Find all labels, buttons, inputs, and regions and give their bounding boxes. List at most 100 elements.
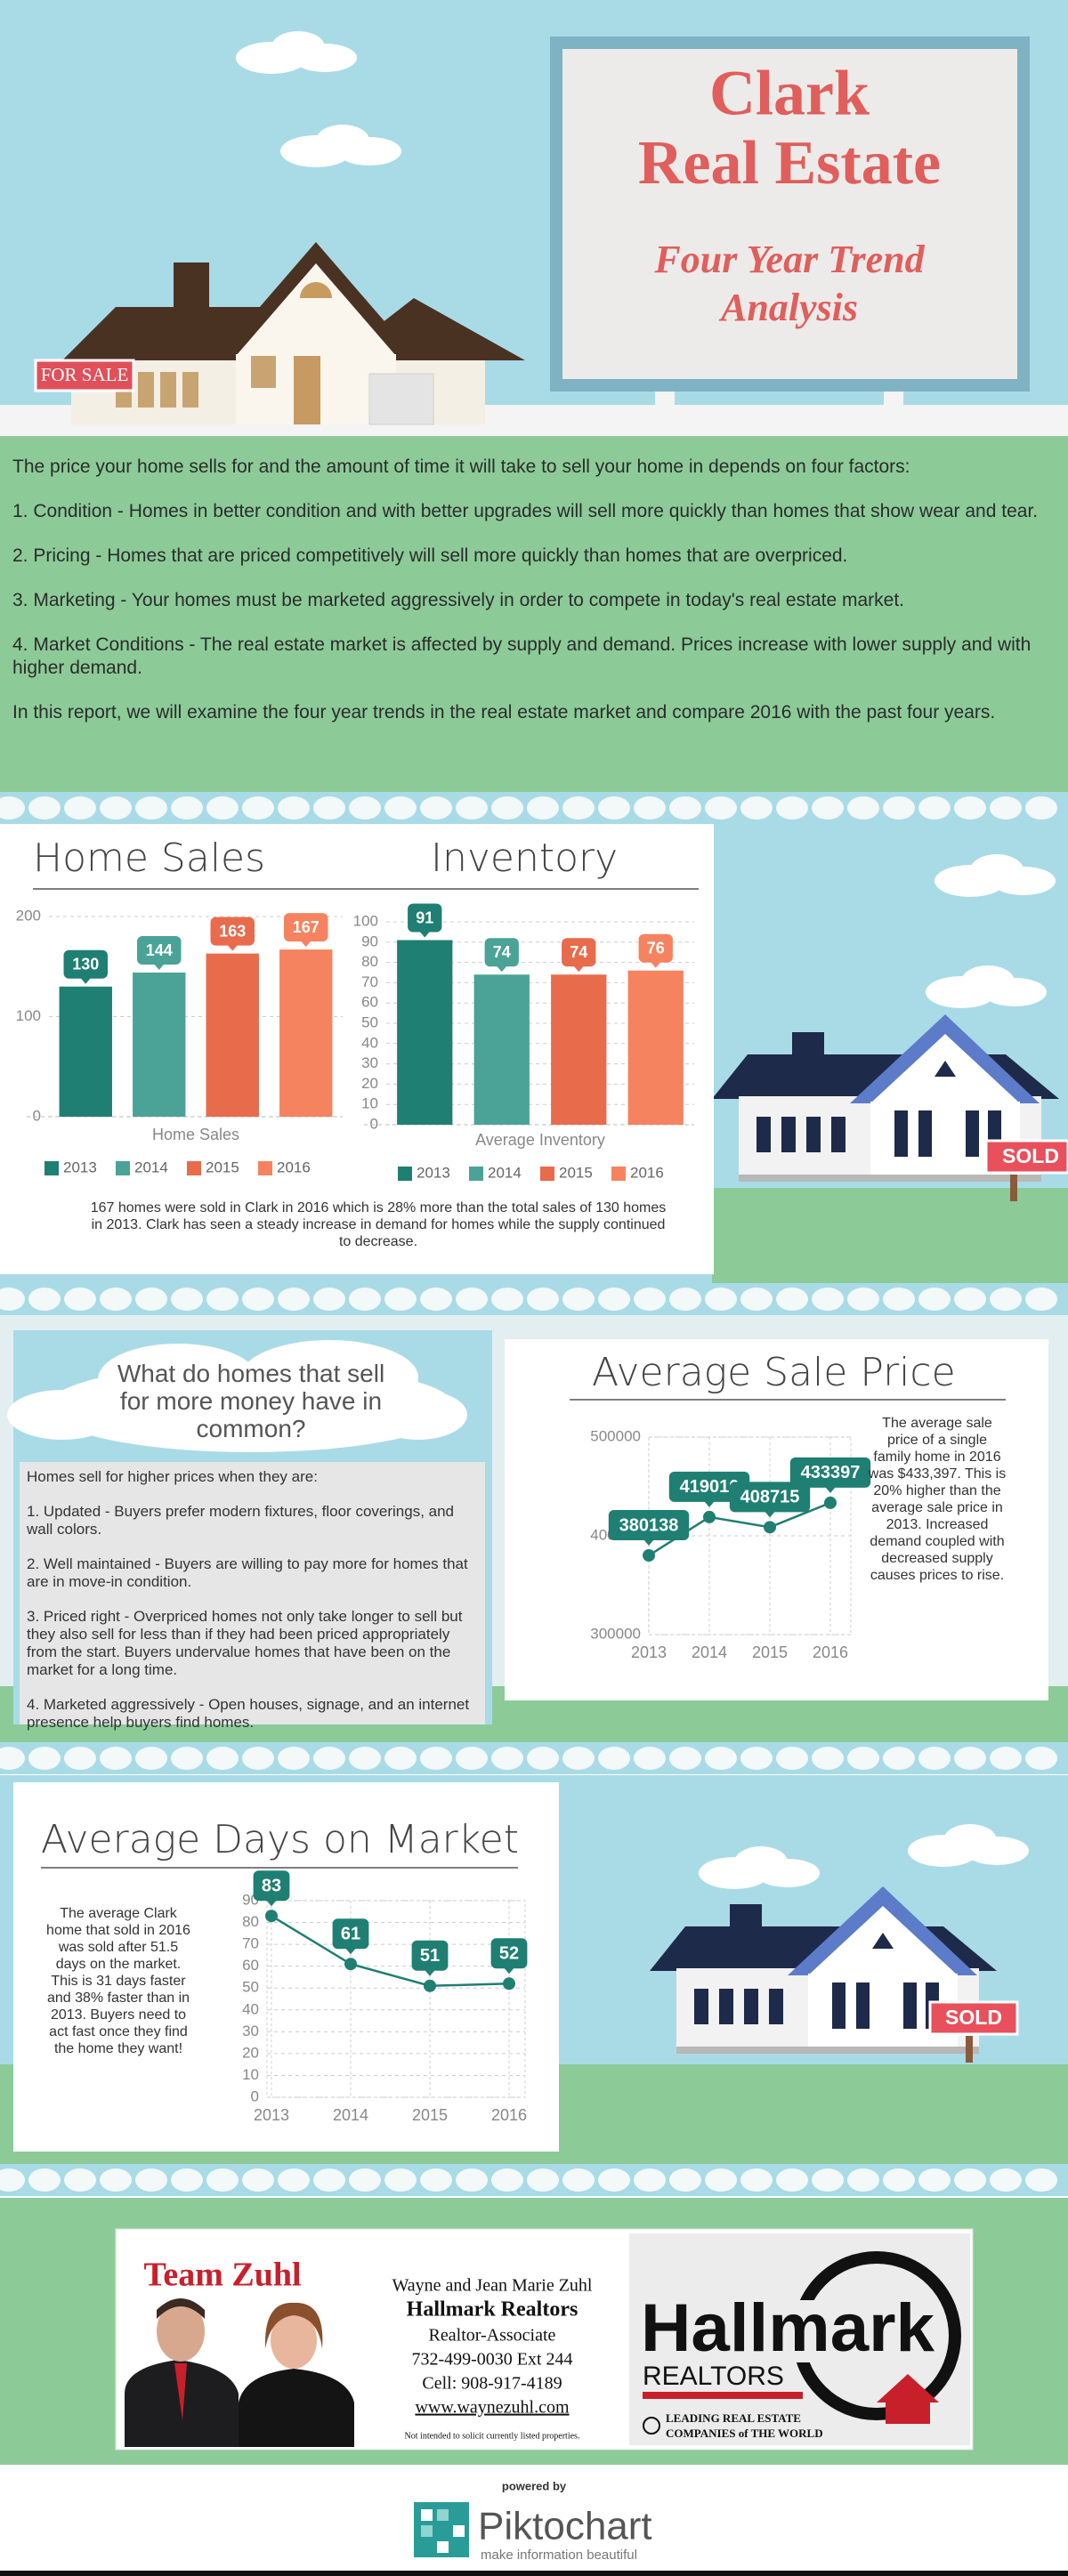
divider-scallop: [64, 1747, 96, 1770]
divider-scallop: [562, 796, 595, 820]
shape: [368, 373, 434, 425]
label-bubble: [562, 938, 596, 967]
divider-scallop: [278, 1288, 310, 1311]
chart-title: Average Sale Price: [592, 1350, 956, 1395]
shape: [157, 2301, 205, 2362]
divider-scallop: [242, 2168, 274, 2192]
divider-scallop: [776, 1747, 808, 1770]
label-pointer: [643, 1539, 654, 1546]
cloud-shape: [7, 1340, 467, 1452]
legend-label: 2016: [277, 1159, 311, 1175]
list-item: 2. Well maintained - Buyers are willing …: [27, 1555, 468, 1590]
shape: [239, 2369, 354, 2447]
label-pointer: [266, 1900, 277, 1907]
shape: [643, 2417, 660, 2435]
grass: [712, 1188, 1068, 1286]
x-axis-label: Home Sales: [152, 1126, 239, 1143]
divider-scallop: [847, 2168, 879, 2192]
y-tick-label: 10: [361, 1095, 378, 1112]
bar: [59, 986, 112, 1117]
divider-scallop: [740, 796, 773, 820]
divider-scallop: [313, 1288, 345, 1311]
paragraph: 1. Condition - Homes in better condition…: [12, 501, 1039, 521]
y-tick-label: 50: [242, 1979, 259, 1996]
divider-scallop: [1025, 796, 1057, 820]
divider-scallop: [100, 796, 132, 820]
divider-scallop: [171, 2168, 203, 2192]
divider-scallop: [705, 1288, 737, 1311]
divider-scallop: [1025, 1288, 1057, 1311]
line: [271, 1915, 510, 1988]
y-tick-label: 60: [242, 1957, 259, 1974]
label-bubble: [789, 1457, 871, 1488]
data-label: 167: [293, 918, 320, 936]
divider-scallop: [313, 796, 345, 820]
y-tick-label: 20: [361, 1075, 378, 1092]
label-bubble: [638, 933, 673, 963]
website[interactable]: www.waynezuhl.com: [415, 2398, 570, 2418]
shape: [437, 2541, 449, 2553]
sold-sign-board: [928, 2000, 1019, 2036]
data-label: 380138: [619, 1515, 679, 1535]
bar: [473, 974, 530, 1125]
divider-scallop: [0, 1747, 25, 1770]
divider-scallop: [918, 796, 951, 820]
data-label: 76: [647, 939, 665, 957]
divider-scallop: [990, 796, 1022, 820]
label-bubble: [137, 936, 182, 965]
data-label: 91: [416, 908, 433, 926]
divider-scallop: [135, 1288, 167, 1311]
label-bubble: [63, 949, 108, 979]
divider-scallop: [206, 1288, 239, 1311]
shape: [160, 372, 176, 408]
data-label: 51: [420, 1946, 440, 1966]
y-tick-label: 100: [16, 1007, 41, 1024]
shape: [453, 2525, 465, 2537]
divider-scallop: [812, 1747, 844, 1770]
point: [503, 1977, 515, 1991]
y-tick-label: 10: [242, 2066, 259, 2083]
divider-scallop: [420, 1288, 452, 1311]
divider-scallop: [349, 1747, 381, 1770]
paragraph: 2. Pricing - Homes that are priced compe…: [12, 545, 848, 566]
divider-scallop: [135, 1747, 167, 1770]
point: [643, 1549, 655, 1563]
divider-scallop: [28, 1288, 61, 1311]
legend-swatch: [258, 1161, 272, 1175]
divider-scallop: [384, 796, 417, 820]
divider-scallop: [847, 1288, 879, 1311]
label-pointer: [419, 931, 431, 938]
data-label: 433397: [801, 1463, 861, 1482]
divider-scallop: [527, 796, 559, 820]
shape: [634, 2300, 932, 2362]
label-pointer: [573, 965, 585, 973]
label-bubble: [484, 938, 519, 967]
label-bubble: [411, 1940, 449, 1971]
sign-post: [966, 2036, 973, 2063]
divider-scallop: [491, 796, 523, 820]
company: Hallmark Realtors: [407, 2298, 578, 2322]
piktochart-icon: [414, 2502, 469, 2557]
divider-scallop: [100, 1747, 132, 1770]
shape: [300, 282, 332, 298]
tagline: make information beautiful: [481, 2548, 637, 2563]
title: Real Estate: [638, 129, 941, 198]
agents: Wayne and Jean Marie Zuhl: [392, 2276, 593, 2296]
house-illustration: FOR SALE: [34, 242, 525, 425]
divider-scallop: [242, 796, 274, 820]
divider-scallop: [705, 796, 737, 820]
sign-post: [655, 383, 675, 449]
y-tick-label: 80: [361, 953, 378, 970]
divider-scallop: [64, 796, 96, 820]
chart-title: Inventory: [431, 836, 618, 881]
label-pointer: [504, 1967, 514, 1974]
shape: [174, 2363, 187, 2420]
data-label: 130: [72, 956, 99, 973]
divider-scallop: [883, 796, 915, 820]
legend-swatch: [116, 1161, 130, 1175]
paragraph: The price your home sells for and the am…: [12, 456, 910, 477]
divider-scallop: [313, 1747, 345, 1770]
divider-scallop: [100, 2168, 132, 2192]
y-tick-label: 70: [361, 973, 378, 990]
